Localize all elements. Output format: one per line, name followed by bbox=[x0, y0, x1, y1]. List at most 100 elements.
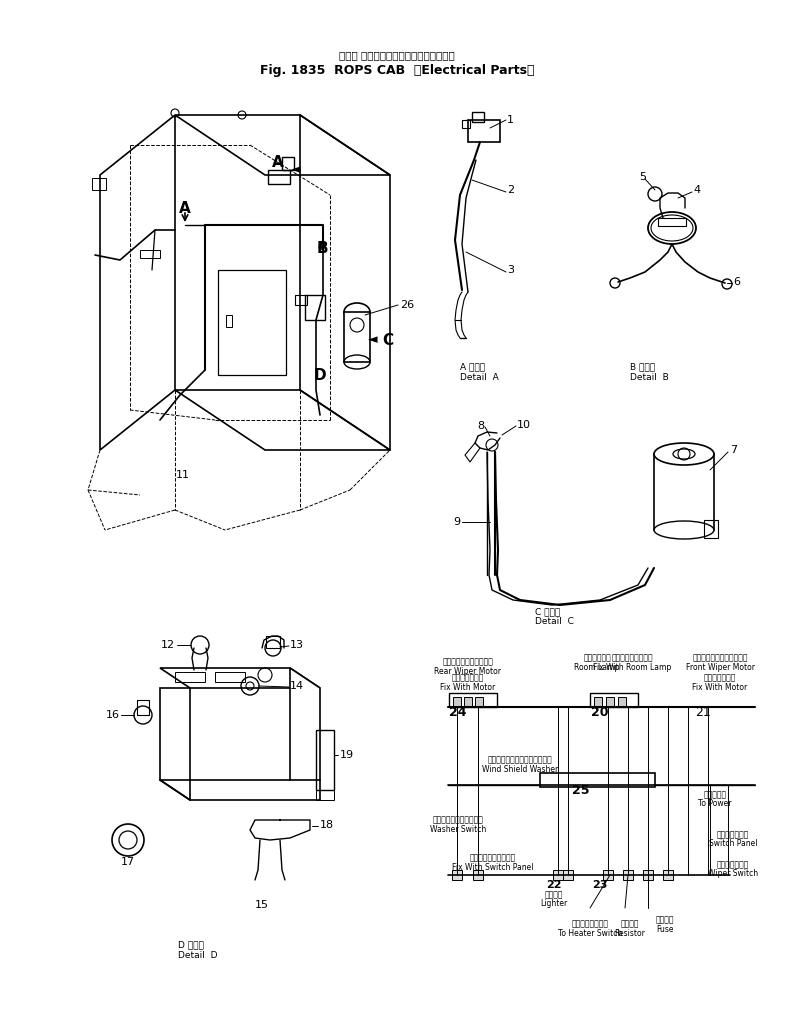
Text: 5: 5 bbox=[639, 172, 646, 182]
Text: Fix With Switch Panel: Fix With Switch Panel bbox=[452, 863, 533, 872]
Text: 12: 12 bbox=[161, 640, 175, 650]
Bar bbox=[594, 697, 602, 707]
Text: ◄: ◄ bbox=[368, 334, 378, 346]
Bar bbox=[606, 697, 614, 707]
Text: Resistor: Resistor bbox=[615, 929, 646, 938]
Bar bbox=[449, 693, 497, 707]
Text: ◄: ◄ bbox=[291, 163, 301, 177]
Text: Rear Wiper Motor: Rear Wiper Motor bbox=[435, 668, 502, 677]
Text: フューズ: フューズ bbox=[656, 916, 674, 925]
Bar bbox=[452, 870, 462, 880]
Text: モーターに固定: モーターに固定 bbox=[452, 674, 484, 682]
Text: ヒータースイッチパネル: ヒータースイッチパネル bbox=[432, 815, 483, 824]
Text: リヤーワイパーモーター: リヤーワイパーモーター bbox=[443, 658, 494, 667]
Bar bbox=[140, 250, 160, 258]
Text: D 部詳細: D 部詳細 bbox=[178, 941, 204, 949]
Text: フロントワイパーモーター: フロントワイパーモーター bbox=[692, 654, 748, 663]
Bar bbox=[137, 700, 149, 715]
Bar bbox=[453, 697, 461, 707]
Text: A: A bbox=[179, 201, 191, 215]
Bar bbox=[663, 870, 673, 880]
Bar bbox=[643, 870, 653, 880]
Text: 4: 4 bbox=[693, 185, 700, 195]
Bar bbox=[92, 178, 106, 190]
Text: C: C bbox=[382, 333, 393, 347]
Text: 8: 8 bbox=[477, 421, 484, 431]
Text: スイッチパネル: スイッチパネル bbox=[717, 830, 749, 839]
Text: 24: 24 bbox=[449, 705, 467, 719]
Text: Front Wiper Motor: Front Wiper Motor bbox=[685, 663, 754, 672]
Text: ルームランプ: ルームランプ bbox=[583, 654, 611, 663]
Polygon shape bbox=[290, 668, 320, 780]
Text: ウィンドシールドウォッシャー: ウィンドシールドウォッシャー bbox=[487, 755, 553, 764]
Text: 2: 2 bbox=[507, 185, 514, 195]
Bar bbox=[475, 697, 483, 707]
Text: ヒータースイッチ: ヒータースイッチ bbox=[572, 920, 608, 929]
Text: Fix With Room Lamp: Fix With Room Lamp bbox=[593, 663, 671, 672]
Text: トゥパワー: トゥパワー bbox=[704, 791, 727, 800]
Text: 25: 25 bbox=[572, 784, 590, 797]
Bar bbox=[266, 636, 280, 648]
Text: モーターに固定: モーターに固定 bbox=[704, 674, 736, 682]
Bar bbox=[268, 170, 290, 184]
Text: 26: 26 bbox=[400, 300, 414, 310]
Text: 7: 7 bbox=[730, 445, 737, 455]
Bar bbox=[553, 870, 563, 880]
Text: Wiper Switch: Wiper Switch bbox=[708, 870, 758, 879]
Text: 11: 11 bbox=[176, 470, 190, 480]
Text: To Power: To Power bbox=[698, 800, 731, 809]
Bar bbox=[623, 870, 633, 880]
Text: 9: 9 bbox=[453, 517, 460, 527]
Text: 19: 19 bbox=[340, 750, 354, 760]
Bar bbox=[295, 295, 307, 304]
Bar bbox=[218, 270, 286, 375]
Bar bbox=[464, 697, 472, 707]
Text: B 部詳細: B 部詳細 bbox=[630, 362, 655, 371]
Polygon shape bbox=[160, 668, 320, 688]
Text: 3: 3 bbox=[507, 265, 514, 275]
Bar bbox=[215, 672, 245, 682]
Text: Washer Switch: Washer Switch bbox=[430, 824, 486, 833]
Text: Switch Panel: Switch Panel bbox=[709, 839, 758, 849]
Bar bbox=[462, 120, 470, 128]
Bar bbox=[344, 312, 370, 362]
Bar bbox=[316, 790, 334, 800]
Text: 22: 22 bbox=[546, 880, 562, 890]
Text: Fix With Motor: Fix With Motor bbox=[692, 682, 747, 691]
Text: To Heater Switch: To Heater Switch bbox=[558, 929, 622, 938]
Bar bbox=[175, 672, 205, 682]
Text: Wind Shield Washer: Wind Shield Washer bbox=[482, 764, 558, 773]
Bar bbox=[658, 218, 686, 226]
Text: 10: 10 bbox=[517, 420, 531, 430]
Text: ルームランプに固定: ルームランプに固定 bbox=[611, 654, 653, 663]
Text: Lighter: Lighter bbox=[541, 899, 568, 908]
Text: Detail  A: Detail A bbox=[460, 373, 498, 382]
Text: 13: 13 bbox=[290, 640, 304, 650]
Text: A: A bbox=[272, 154, 284, 170]
Text: ワイパスイッチ: ワイパスイッチ bbox=[717, 861, 749, 870]
Text: Room Lamp: Room Lamp bbox=[574, 663, 619, 672]
Text: Fix With Motor: Fix With Motor bbox=[440, 682, 495, 691]
Text: C 部詳細: C 部詳細 bbox=[535, 608, 560, 616]
Bar bbox=[468, 120, 500, 142]
Bar bbox=[540, 773, 655, 787]
Bar bbox=[603, 870, 613, 880]
Bar bbox=[305, 295, 325, 320]
Bar bbox=[618, 697, 626, 707]
Text: 16: 16 bbox=[106, 710, 120, 720]
Text: 15: 15 bbox=[255, 900, 269, 910]
Bar bbox=[316, 730, 334, 790]
Polygon shape bbox=[100, 115, 175, 450]
Text: 23: 23 bbox=[592, 880, 607, 890]
Bar bbox=[282, 157, 294, 170]
Text: B: B bbox=[316, 241, 328, 256]
Polygon shape bbox=[160, 688, 190, 800]
Bar bbox=[473, 870, 483, 880]
Polygon shape bbox=[175, 115, 390, 175]
Bar bbox=[563, 870, 573, 880]
Bar bbox=[590, 693, 638, 707]
Text: 21: 21 bbox=[695, 705, 711, 719]
Text: 17: 17 bbox=[121, 857, 135, 867]
Text: 1: 1 bbox=[507, 115, 514, 125]
Text: A 部詳細: A 部詳細 bbox=[460, 362, 485, 371]
